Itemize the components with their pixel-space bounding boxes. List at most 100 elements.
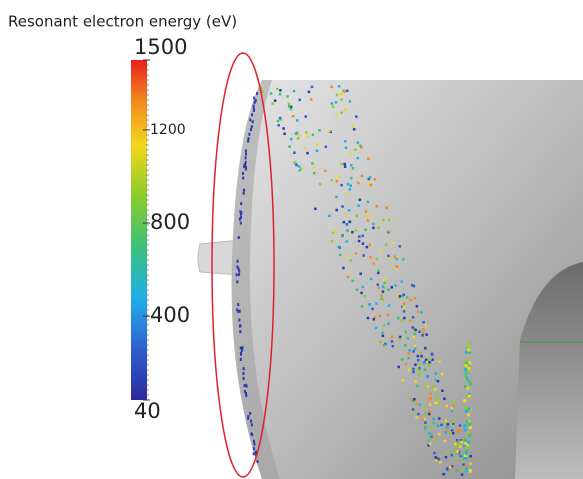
particle: [438, 417, 441, 420]
particle: [242, 376, 245, 380]
particle: [379, 340, 382, 344]
particle: [452, 422, 455, 426]
particle: [464, 464, 468, 468]
particle: [428, 410, 431, 413]
particle: [452, 420, 455, 423]
particle: [335, 195, 338, 199]
particle: [328, 129, 331, 133]
particle: [436, 424, 440, 428]
particle: [369, 303, 372, 306]
particle: [344, 146, 348, 150]
particle: [236, 308, 239, 312]
particle: [464, 456, 468, 460]
particle: [462, 457, 466, 460]
particle: [428, 398, 431, 401]
particle: [450, 465, 454, 468]
particle: [464, 406, 468, 410]
particle: [413, 347, 417, 351]
particle: [343, 90, 346, 93]
particle: [311, 162, 314, 165]
particle: [420, 354, 423, 358]
particle: [425, 333, 428, 336]
particle: [351, 167, 355, 170]
particle: [381, 298, 385, 301]
particle: [413, 332, 416, 336]
particle: [283, 132, 286, 136]
particle: [306, 151, 309, 155]
particle: [418, 371, 421, 375]
particle: [468, 361, 472, 365]
particle: [295, 119, 299, 122]
particle: [342, 220, 346, 224]
particle: [290, 137, 293, 141]
particle: [424, 358, 428, 362]
particle: [347, 208, 351, 212]
particle: [244, 156, 247, 160]
particle: [339, 93, 343, 96]
particle: [428, 442, 432, 446]
particle: [449, 432, 452, 435]
particle: [361, 234, 364, 238]
particle: [237, 303, 240, 307]
particle: [427, 412, 431, 416]
particle: [414, 328, 417, 332]
particle: [465, 469, 469, 473]
particle: [359, 272, 362, 276]
particle: [382, 344, 386, 347]
particle: [463, 424, 467, 428]
tick-label: 1200: [150, 122, 186, 138]
particle: [400, 358, 404, 361]
particle: [360, 146, 363, 149]
particle: [415, 305, 419, 308]
particle: [463, 441, 467, 445]
particle: [345, 240, 349, 243]
particle: [424, 405, 427, 409]
particle: [328, 214, 331, 218]
particle: [413, 297, 417, 300]
particle: [368, 175, 372, 179]
particle: [446, 468, 449, 471]
particle: [299, 167, 303, 170]
particle: [414, 363, 417, 366]
particle: [422, 361, 426, 365]
particle: [291, 115, 295, 118]
particle: [288, 105, 291, 108]
particle: [431, 385, 435, 388]
particle: [411, 283, 414, 287]
particle: [253, 442, 256, 446]
particle: [269, 92, 273, 95]
particle: [288, 145, 291, 148]
particle: [387, 218, 391, 222]
particle: [390, 340, 394, 343]
particle: [252, 452, 255, 456]
particle: [241, 172, 244, 176]
particle: [468, 426, 472, 430]
particle: [467, 422, 471, 426]
particle: [464, 409, 468, 413]
particle: [278, 92, 282, 96]
particle: [418, 351, 422, 354]
particle: [449, 465, 452, 469]
particle: [408, 348, 412, 352]
particle: [239, 216, 242, 220]
particle: [406, 337, 410, 340]
particle: [243, 163, 246, 167]
particle: [304, 115, 307, 118]
particle: [324, 145, 328, 149]
particle: [238, 269, 241, 273]
particle: [357, 235, 361, 238]
particle: [451, 431, 455, 435]
particle: [422, 327, 425, 331]
particle: [422, 320, 425, 324]
particle: [239, 221, 242, 225]
particle: [356, 156, 360, 160]
particle: [375, 205, 378, 208]
particle: [416, 384, 419, 388]
particle: [455, 439, 459, 442]
particle: [434, 372, 438, 375]
particle: [401, 379, 404, 382]
particle: [367, 182, 370, 185]
particle: [335, 179, 339, 183]
particle: [443, 439, 447, 443]
particle: [444, 430, 447, 434]
